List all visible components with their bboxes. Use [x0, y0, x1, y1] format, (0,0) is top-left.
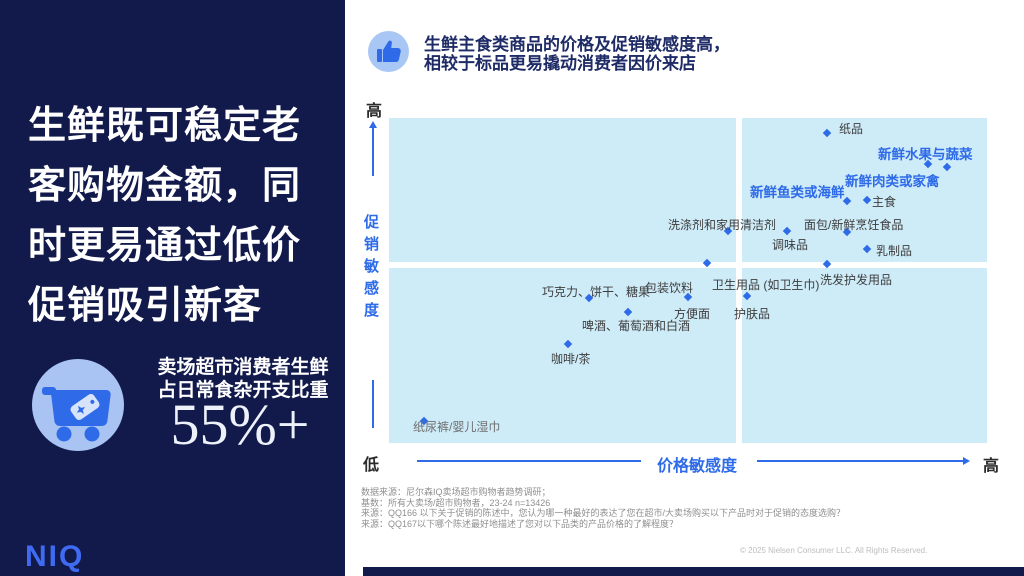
footnotes: 数据来源：尼尔森IQ卖场超市购物者趋势调研； 基数：所有大卖场/超市购物者，23…: [361, 487, 845, 529]
scatter-point-label: 巧克力、饼干、糖果: [542, 285, 651, 299]
bottom-accent-strip: [363, 567, 1024, 576]
y-axis-line-lower: [372, 380, 374, 428]
headline-line-1: 生鲜既可稳定老: [28, 105, 302, 147]
scatter-point-label: 洗涤剂和家用清洁剂: [668, 218, 777, 232]
scatter-point-label: 洗发护发用品: [820, 273, 893, 287]
niq-logo: NIQ: [25, 540, 85, 573]
y-axis-max-label: 高: [366, 103, 383, 120]
quadrant-divider-vertical: [736, 118, 742, 443]
copyright-text: © 2025 Nielsen Consumer LLC. All Rights …: [740, 546, 928, 555]
scatter-point-label: 新鲜鱼类或海鲜: [750, 185, 845, 200]
x-axis-arrowhead-icon: [963, 457, 970, 465]
stat-label: 卖场超市消费者生鲜 占日常食杂开支比重: [148, 356, 338, 402]
footnote-line-3: 来源：QQ166 以下关于促销的陈述中，您认为哪一种最好的表达了您在超市/大卖场…: [361, 508, 846, 518]
scatter-point-label: 包装饮料: [645, 281, 694, 295]
scatter-marker: [942, 162, 952, 172]
y-axis-line-upper: [372, 128, 374, 176]
shopping-cart-icon: [30, 357, 126, 458]
scatter-point-label: 乳制品: [876, 244, 913, 258]
scatter-point-label: 面包/新鲜烹饪食品: [804, 218, 904, 232]
headline-line-3: 时更易通过低价: [28, 225, 302, 267]
axis-min-label: 低: [363, 457, 380, 474]
scatter-point-label: 卫生用品 (如卫生巾): [712, 278, 820, 292]
headline: 生鲜既可稳定老 客购物金额，同 时更易通过低价 促销吸引新客: [28, 96, 338, 336]
scatter-marker: [782, 226, 792, 236]
quadrant-divider-horizontal: [389, 262, 987, 268]
left-panel: 生鲜既可稳定老 客购物金额，同 时更易通过低价 促销吸引新客 卖场超市消费者生鲜…: [0, 0, 345, 576]
footnote-line-1: 数据来源：尼尔森IQ卖场超市购物者趋势调研；: [361, 487, 551, 497]
x-axis-title: 价格敏感度: [657, 458, 738, 475]
scatter-point-label: 新鲜水果与蔬菜: [878, 147, 973, 162]
scatter-point-label: 调味品: [772, 238, 809, 252]
chart-title-line-1: 生鲜主食类商品的价格及促销敏感度高，: [424, 35, 730, 54]
footnote-line-2: 基数：所有大卖场/超市购物者，23-24 n=13426: [361, 497, 551, 508]
footnote-line-4: 来源：QQ167以下哪个陈述最好地描述了您对以下品类的产品价格的了解程度？: [361, 518, 679, 529]
scatter-marker: [862, 195, 872, 205]
scatter-marker: [862, 244, 872, 254]
scatter-marker: [742, 291, 752, 301]
stat-label-line-2: 占日常食杂开支比重: [157, 380, 329, 401]
scatter-plot: 纸品 新鲜水果与蔬菜新鲜肉类或家禽 新鲜鱼类或海鲜主食洗涤剂和家用清洁剂 面包/新鲜烹…: [389, 118, 987, 443]
scatter-point-label: 纸尿裤/婴儿湿巾: [413, 420, 501, 434]
y-axis-title: 促销敏感度: [362, 214, 379, 324]
scatter-point-label: 啤酒、葡萄酒和白酒: [582, 319, 691, 333]
chart-title: 生鲜主食类商品的价格及促销敏感度高， 相较于标品更易撬动消费者因价来店: [424, 35, 730, 73]
scatter-point-label: 主食: [872, 195, 897, 209]
stat-label-line-1: 卖场超市消费者生鲜: [157, 357, 329, 378]
scatter-marker: [822, 128, 832, 138]
headline-line-2: 客购物金额，同: [28, 165, 302, 207]
scatter-point-label: 纸品: [839, 122, 864, 136]
chart-title-line-2: 相较于标品更易撬动消费者因价来店: [424, 54, 696, 73]
thumbs-up-icon: [368, 31, 409, 77]
scatter-marker: [623, 307, 633, 317]
scatter-point-label: 方便面: [674, 307, 711, 321]
y-axis-arrowhead-icon: [369, 121, 377, 128]
headline-line-4: 促销吸引新客: [28, 285, 263, 327]
scatter-point-label: 护肤品: [734, 307, 771, 321]
x-axis-max-label: 高: [983, 458, 1000, 475]
x-axis-line-right: [757, 460, 963, 462]
scatter-point-label: 新鲜肉类或家禽: [845, 174, 940, 189]
stat-value: 55%+: [170, 392, 310, 457]
scatter-marker: [563, 339, 573, 349]
x-axis-line-left: [417, 460, 641, 462]
scatter-point-label: 咖啡/茶: [551, 352, 591, 366]
